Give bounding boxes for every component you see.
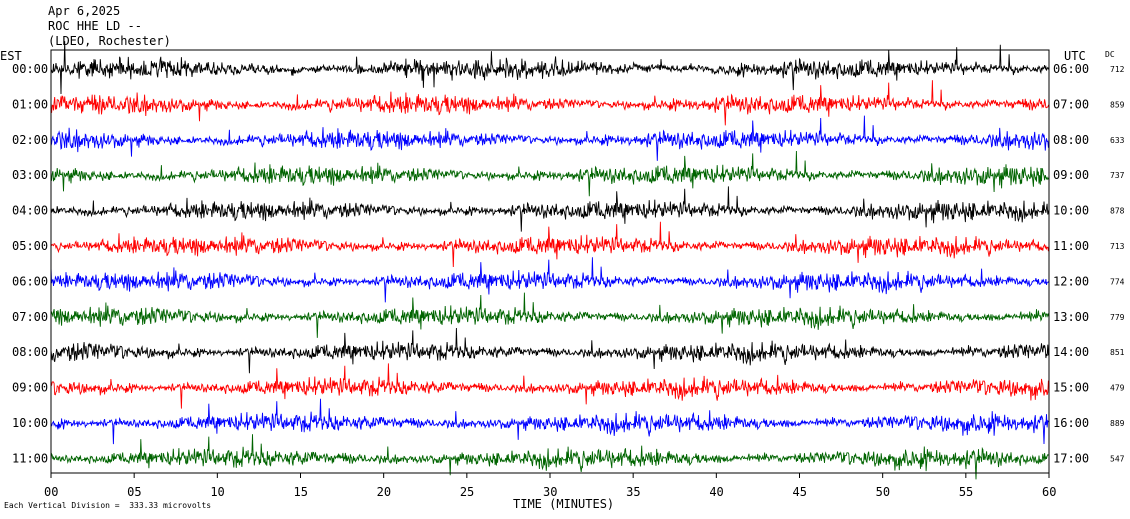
plot-frame bbox=[50, 49, 1050, 474]
dc-offset: 479 bbox=[1110, 384, 1125, 393]
est-label: 11:00 bbox=[12, 451, 48, 465]
dc-offset: 633 bbox=[1110, 136, 1125, 145]
utc-label: 16:00 bbox=[1053, 416, 1089, 430]
x-tick-label: 20 bbox=[377, 485, 391, 499]
est-label: 10:00 bbox=[12, 416, 48, 430]
dc-offset: 889 bbox=[1110, 419, 1125, 428]
dc-column-title: DC bbox=[1105, 50, 1115, 59]
dc-offset: 737 bbox=[1110, 171, 1125, 180]
est-label: 06:00 bbox=[12, 274, 48, 288]
utc-axis-title: UTC bbox=[1064, 49, 1086, 63]
dc-offset: 851 bbox=[1110, 348, 1125, 357]
utc-label: 15:00 bbox=[1053, 381, 1089, 395]
dc-offset: 779 bbox=[1110, 313, 1125, 322]
trace-group bbox=[50, 41, 1050, 480]
dc-offset: 859 bbox=[1110, 100, 1125, 109]
trace-0400 bbox=[50, 186, 1050, 232]
utc-label: 08:00 bbox=[1053, 133, 1089, 147]
trace-1100 bbox=[50, 434, 1049, 480]
utc-label: 12:00 bbox=[1053, 274, 1089, 288]
est-label: 03:00 bbox=[12, 168, 48, 182]
x-tick-label: 25 bbox=[460, 485, 474, 499]
utc-label: 07:00 bbox=[1053, 97, 1089, 111]
trace-0800 bbox=[50, 327, 1050, 374]
x-tick-label: 00 bbox=[44, 485, 58, 499]
station-code: ROC HHE LD -- bbox=[48, 19, 142, 33]
x-axis-ticks: 00 05 10 15 20 25 30 35 40 45 50 55 60 bbox=[44, 473, 1056, 499]
x-tick-label: 40 bbox=[709, 485, 723, 499]
plot-date: Apr 6,2025 bbox=[48, 4, 121, 18]
x-tick-label: 30 bbox=[543, 485, 557, 499]
network-name: (LDEO, Rochester) bbox=[48, 34, 171, 48]
trace-0100 bbox=[50, 80, 1050, 126]
trace-0200 bbox=[50, 115, 1050, 161]
x-tick-label: 50 bbox=[876, 485, 890, 499]
utc-label: 13:00 bbox=[1053, 310, 1089, 324]
utc-label: 09:00 bbox=[1053, 168, 1089, 182]
est-label: 05:00 bbox=[12, 239, 48, 253]
x-tick-label: 05 bbox=[127, 485, 141, 499]
dc-offset: 774 bbox=[1110, 277, 1125, 286]
utc-label: 17:00 bbox=[1053, 451, 1089, 465]
trace-1000 bbox=[50, 398, 1050, 445]
row-labels: 00:00 06:00 712 01:00 07:00 859 02:00 08:00 633 0… bbox=[12, 62, 1125, 465]
vertical-division-note: Each Vertical Division = 333.33 microvol… bbox=[4, 501, 212, 510]
trace-0600 bbox=[50, 257, 1050, 303]
dc-offset: 713 bbox=[1110, 242, 1125, 251]
est-label: 02:00 bbox=[12, 133, 48, 147]
est-label: 00:00 bbox=[12, 62, 48, 76]
trace-0700 bbox=[50, 292, 1050, 338]
est-label: 01:00 bbox=[12, 97, 48, 111]
est-axis-title: EST bbox=[0, 49, 22, 63]
x-tick-label: 15 bbox=[294, 485, 308, 499]
trace-0000 bbox=[50, 41, 1050, 95]
x-tick-label: 10 bbox=[210, 485, 224, 499]
trace-0900 bbox=[51, 363, 1050, 409]
x-axis-label: TIME (MINUTES) bbox=[513, 497, 614, 511]
trace-0500 bbox=[50, 221, 1050, 268]
x-tick-label: 55 bbox=[959, 485, 973, 499]
est-label: 08:00 bbox=[12, 345, 48, 359]
trace-0300 bbox=[50, 150, 1050, 197]
x-tick-label: 60 bbox=[1042, 485, 1056, 499]
dc-offset: 878 bbox=[1110, 207, 1125, 216]
utc-label: 06:00 bbox=[1053, 62, 1089, 76]
dc-offset: 547 bbox=[1110, 454, 1125, 463]
est-label: 07:00 bbox=[12, 310, 48, 324]
dc-offset: 712 bbox=[1110, 65, 1125, 74]
x-tick-label: 35 bbox=[626, 485, 640, 499]
x-tick-label: 45 bbox=[793, 485, 807, 499]
utc-label: 14:00 bbox=[1053, 345, 1089, 359]
est-label: 09:00 bbox=[12, 381, 48, 395]
utc-label: 10:00 bbox=[1053, 204, 1089, 218]
est-label: 04:00 bbox=[12, 204, 48, 218]
utc-label: 11:00 bbox=[1053, 239, 1089, 253]
